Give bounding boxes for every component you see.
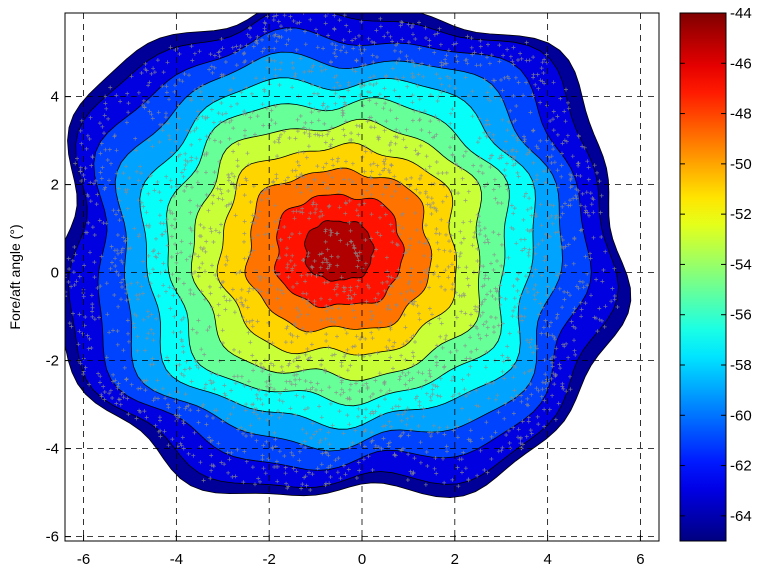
colorbar-tick-label: -62	[730, 458, 752, 475]
colorbar-tick-label: -50	[730, 156, 752, 173]
colorbar-ticks: -44 -46 -48 -50 -52 -54 -56 -58 -60 -62 -64	[680, 5, 752, 525]
colorbar-tick-label: -56	[730, 307, 752, 324]
y-axis-label: Fore/aft angle (°)	[7, 224, 23, 329]
contour-fill-layer	[65, 13, 632, 499]
colorbar-tick-label: -60	[730, 407, 752, 424]
colorbar-tick-label: -48	[730, 106, 752, 123]
x-tick-label: -2	[263, 551, 276, 568]
x-tick-label: -6	[77, 551, 90, 568]
x-tick-label: 2	[451, 551, 459, 568]
colorbar	[679, 12, 727, 542]
x-tick-label: 6	[636, 551, 644, 568]
y-tick-label: -4	[46, 441, 59, 458]
y-tick-label: 2	[51, 177, 59, 194]
grid-layer	[65, 13, 659, 541]
y-tick-label: 0	[51, 265, 59, 282]
contour-band	[304, 220, 375, 282]
colorbar-tick-label: -46	[730, 55, 752, 72]
colorbar-tick-label: -52	[730, 206, 752, 223]
colorbar-tick-label: -58	[730, 357, 752, 374]
sample-markers	[65, 13, 620, 492]
colorbar-tick-label: -44	[730, 5, 752, 22]
y-tick-label: -2	[46, 353, 59, 370]
y-tick-label: -6	[46, 529, 59, 546]
y-tick-label: 4	[51, 89, 59, 106]
x-tick-label: -4	[170, 551, 183, 568]
x-tick-label: 4	[543, 551, 551, 568]
sample-markers-layer	[65, 13, 620, 492]
colorbar-tick-label: -54	[730, 256, 752, 273]
colorbar-tick-label: -64	[730, 508, 752, 525]
x-tick-label: 0	[358, 551, 366, 568]
axis-ticks: -6 -4 -2 0 2 4 6 -6 -4 -2 0 2 4	[46, 89, 645, 568]
